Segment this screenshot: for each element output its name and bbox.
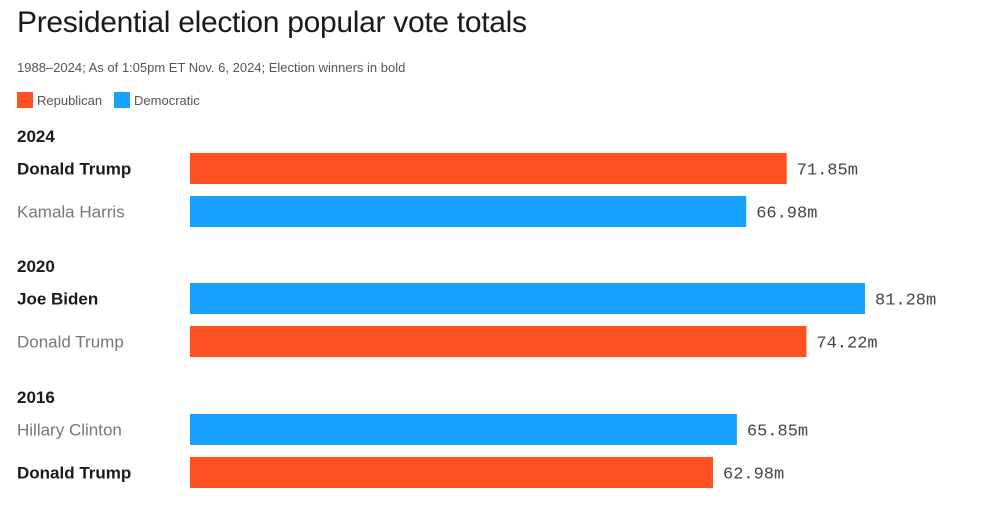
bar-joe-biden-2020 (190, 283, 865, 314)
year-label-2024: 2024 (17, 127, 55, 146)
value-label-hillary-clinton-2016: 65.85m (747, 423, 808, 442)
candidate-label-joe-biden-2020: Joe Biden (17, 290, 98, 309)
legend-label-republican: Republican (37, 92, 103, 108)
year-label-2016: 2016 (17, 388, 55, 407)
candidate-label-donald-trump-2020: Donald Trump (17, 333, 124, 352)
legend-item-democratic: Democratic (114, 92, 200, 108)
bar-donald-trump-2020 (190, 326, 807, 357)
legend-label-democratic: Democratic (134, 92, 200, 108)
value-label-kamala-harris-2024: 66.98m (756, 205, 817, 224)
candidate-label-hillary-clinton-2016: Hillary Clinton (17, 421, 122, 440)
legend-swatch-republican (17, 92, 33, 108)
candidate-label-donald-trump-2016: Donald Trump (17, 464, 131, 483)
bar-donald-trump-2024 (190, 153, 787, 184)
value-label-donald-trump-2020: 74.22m (816, 335, 877, 354)
legend-item-republican: Republican (17, 92, 102, 108)
candidate-label-kamala-harris-2024: Kamala Harris (17, 203, 125, 222)
legend: Republican Democratic (17, 92, 212, 108)
chart-title: Presidential election popular vote total… (17, 6, 527, 39)
bar-kamala-harris-2024 (190, 196, 747, 227)
candidate-label-donald-trump-2024: Donald Trump (17, 160, 131, 179)
chart-subtitle: 1988–2024; As of 1:05pm ET Nov. 6, 2024;… (17, 60, 406, 75)
bar-hillary-clinton-2016 (190, 414, 737, 445)
value-label-joe-biden-2020: 81.28m (875, 292, 936, 311)
value-label-donald-trump-2024: 71.85m (797, 162, 858, 181)
bar-donald-trump-2016 (190, 457, 713, 488)
legend-swatch-democratic (114, 92, 131, 108)
year-label-2020: 2020 (17, 257, 55, 276)
value-label-donald-trump-2016: 62.98m (723, 466, 784, 485)
